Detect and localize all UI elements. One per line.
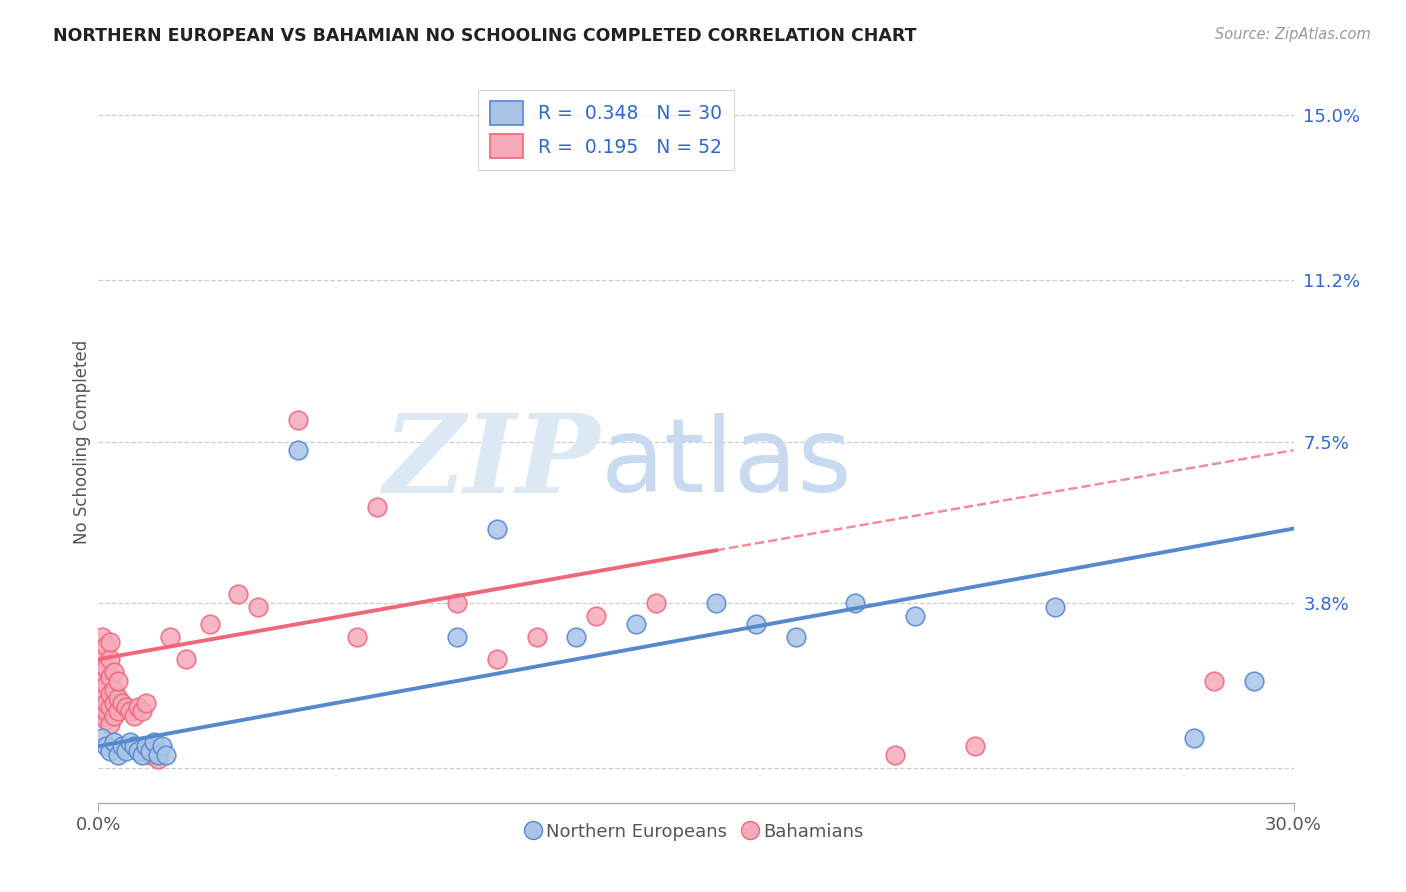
- Point: [96, 696, 118, 710]
- Point: [96, 739, 118, 754]
- Point: [844, 596, 866, 610]
- Point: [91, 673, 114, 688]
- Point: [585, 608, 607, 623]
- Point: [98, 669, 122, 683]
- Y-axis label: No Schooling Completed: No Schooling Completed: [73, 340, 91, 543]
- Point: [131, 705, 153, 719]
- Point: [565, 631, 588, 645]
- Point: [96, 661, 118, 675]
- Point: [963, 739, 986, 754]
- Text: NORTHERN EUROPEAN VS BAHAMIAN NO SCHOOLING COMPLETED CORRELATION CHART: NORTHERN EUROPEAN VS BAHAMIAN NO SCHOOLI…: [53, 27, 917, 45]
- Point: [139, 743, 162, 757]
- Point: [111, 696, 134, 710]
- Text: atlas: atlas: [600, 413, 852, 514]
- Point: [645, 596, 668, 610]
- Point: [366, 500, 388, 514]
- Point: [131, 747, 153, 762]
- Point: [143, 735, 166, 749]
- Point: [150, 739, 173, 754]
- Point: [91, 691, 114, 706]
- Point: [246, 599, 269, 614]
- Point: [111, 739, 134, 754]
- Point: [1243, 673, 1265, 688]
- Point: [98, 717, 122, 731]
- Point: [98, 687, 122, 701]
- Point: [785, 631, 807, 645]
- Point: [174, 652, 197, 666]
- Point: [626, 617, 648, 632]
- Point: [120, 735, 142, 749]
- Point: [485, 522, 508, 536]
- Point: [139, 747, 162, 762]
- Point: [485, 652, 508, 666]
- Point: [107, 673, 129, 688]
- Point: [143, 743, 166, 757]
- Point: [91, 652, 114, 666]
- Point: [1182, 731, 1205, 745]
- Point: [745, 617, 768, 632]
- Point: [135, 739, 157, 754]
- Point: [1202, 673, 1225, 688]
- Point: [446, 631, 468, 645]
- Point: [127, 700, 149, 714]
- Point: [287, 413, 309, 427]
- Point: [103, 696, 125, 710]
- Point: [135, 696, 157, 710]
- Point: [96, 639, 118, 653]
- Point: [91, 731, 114, 745]
- Point: [103, 735, 125, 749]
- Point: [103, 682, 125, 697]
- Point: [103, 708, 125, 723]
- Point: [127, 743, 149, 757]
- Point: [103, 665, 125, 680]
- Point: [96, 713, 118, 727]
- Point: [446, 596, 468, 610]
- Point: [98, 652, 122, 666]
- Point: [98, 743, 122, 757]
- Point: [904, 608, 927, 623]
- Point: [287, 443, 309, 458]
- Point: [124, 739, 146, 754]
- Point: [91, 705, 114, 719]
- Text: Source: ZipAtlas.com: Source: ZipAtlas.com: [1215, 27, 1371, 42]
- Point: [91, 708, 114, 723]
- Point: [124, 708, 146, 723]
- Point: [91, 631, 114, 645]
- Point: [115, 700, 138, 714]
- Point: [884, 747, 907, 762]
- Point: [704, 596, 727, 610]
- Point: [148, 747, 170, 762]
- Text: ZIP: ZIP: [384, 409, 600, 517]
- Point: [107, 747, 129, 762]
- Point: [98, 700, 122, 714]
- Point: [107, 691, 129, 706]
- Point: [526, 631, 548, 645]
- Point: [1043, 599, 1066, 614]
- Point: [226, 587, 249, 601]
- Point: [159, 631, 181, 645]
- Point: [155, 747, 177, 762]
- Point: [120, 705, 142, 719]
- Point: [346, 631, 368, 645]
- Point: [198, 617, 221, 632]
- Point: [148, 752, 170, 766]
- Point: [115, 743, 138, 757]
- Point: [96, 705, 118, 719]
- Legend: Northern Europeans, Bahamians: Northern Europeans, Bahamians: [522, 815, 870, 848]
- Point: [96, 678, 118, 692]
- Point: [91, 700, 114, 714]
- Point: [98, 634, 122, 648]
- Point: [107, 705, 129, 719]
